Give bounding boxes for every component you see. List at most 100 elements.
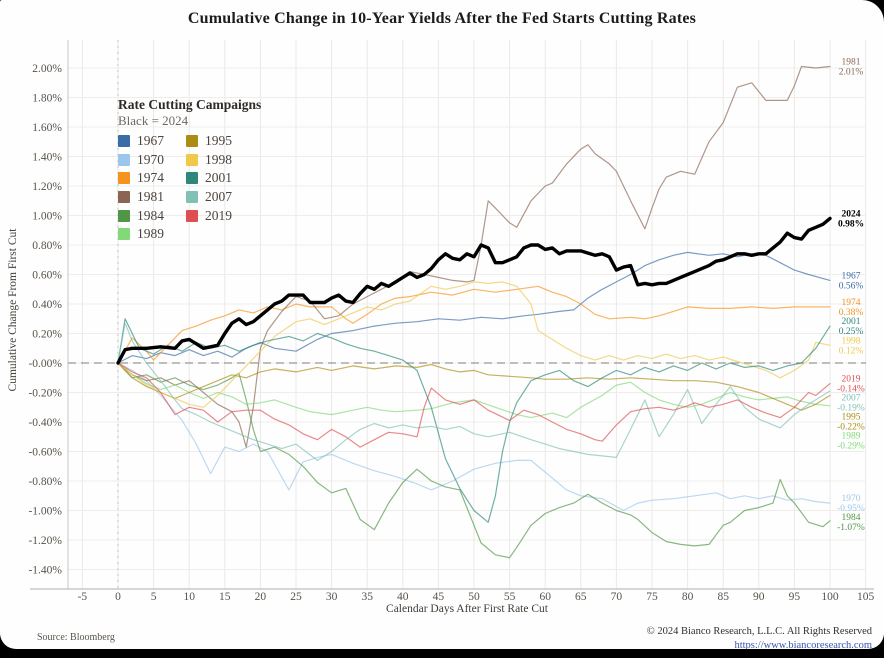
- y-axis-title: Cumulative Change From First Cut: [7, 228, 19, 392]
- x-tick-label: 5: [151, 591, 157, 603]
- series-line-2007: [117, 322, 831, 461]
- x-tick-label: 10: [183, 591, 195, 603]
- legend-label: 1974: [137, 170, 164, 186]
- chart-title: Cumulative Change in 10-Year Yields Afte…: [187, 10, 697, 27]
- legend-label: 1989: [137, 226, 164, 242]
- legend-subtitle: Black = 2024: [118, 113, 189, 128]
- y-tick-label: -0.80%: [28, 476, 62, 488]
- end-label-1989: 1989 -0.29%: [837, 432, 865, 452]
- end-label-2019: 2019 -0.14%: [837, 375, 865, 395]
- x-tick-label: -5: [78, 591, 88, 603]
- legend-swatch: [118, 191, 130, 204]
- x-tick-label: 25: [290, 591, 302, 603]
- y-tick-label: 1.00%: [32, 211, 62, 223]
- x-tick-label: 70: [611, 591, 623, 603]
- legend-label: 2001: [205, 170, 232, 186]
- legend-swatch: [186, 209, 198, 222]
- y-tick-label: -0.40%: [28, 417, 62, 429]
- x-tick-label: 90: [753, 591, 765, 603]
- y-tick-label: -0.00%: [28, 358, 62, 370]
- series-line-1970: [117, 362, 831, 512]
- legend-column-1: 1967 1970 1974 1981 1984 1989: [118, 132, 164, 244]
- x-tick-label: 50: [468, 591, 480, 603]
- series-line-2019: [117, 362, 831, 448]
- legend-swatch: [118, 153, 130, 166]
- legend-title: Rate Cutting Campaigns: [118, 97, 262, 112]
- source-note: Source: Bloomberg: [37, 632, 115, 643]
- end-label-1995: 1995 -0.22%: [837, 413, 865, 433]
- chart-canvas: -1.40% -1.20% -1.00% -0.80% -0.60% -0.40% -0.2…: [28, 40, 875, 603]
- x-tick-label: 85: [717, 591, 729, 603]
- legend-item-1974: 1974: [118, 169, 164, 188]
- x-tick-label: 40: [397, 591, 409, 603]
- x-tick-label: 95: [789, 591, 801, 603]
- legend-label: 1984: [137, 207, 164, 223]
- legend-item-2001: 2001: [186, 169, 232, 188]
- series-line-2024: [116, 216, 832, 365]
- x-tick-label: 100: [821, 591, 839, 603]
- x-tick-label: 30: [326, 591, 338, 603]
- x-tick-label: 15: [219, 591, 231, 603]
- y-tick-label: -0.60%: [28, 447, 62, 459]
- legend-item-1989: 1989: [118, 225, 164, 244]
- end-label-2024: 2024 0.98%: [838, 209, 864, 229]
- legend-item-2019: 2019: [186, 206, 232, 225]
- x-tick-label: 105: [857, 591, 875, 603]
- legend-item-1981: 1981: [118, 188, 164, 207]
- legend-item-1995: 1995: [186, 132, 232, 151]
- y-tick-label: 1.80%: [32, 93, 62, 105]
- legend-swatch: [186, 191, 198, 204]
- end-label-1981: 1981 2.01%: [839, 58, 864, 78]
- legend-label: 1995: [205, 133, 232, 149]
- series-line-1995: [117, 362, 831, 411]
- y-tick-label: -1.40%: [28, 565, 62, 577]
- legend-item-1984: 1984: [118, 206, 164, 225]
- y-tick-label: 0.20%: [32, 329, 62, 341]
- y-tick-label: -0.20%: [28, 388, 62, 400]
- series-line-1967: [117, 251, 831, 364]
- legend-swatch: [186, 153, 198, 166]
- end-label-1984: 1984 -1.07%: [837, 513, 865, 533]
- end-label-1970: 1970 -0.95%: [837, 494, 865, 514]
- y-tick-label: 1.40%: [32, 152, 62, 164]
- x-tick-label: 20: [255, 591, 267, 603]
- y-tick-label: 0.80%: [32, 240, 62, 252]
- series-line-1998: [117, 281, 831, 408]
- legend-label: 2019: [205, 207, 232, 223]
- end-label-1998: 1998 0.12%: [839, 336, 864, 356]
- x-tick-label: 75: [646, 591, 658, 603]
- legend-label: 2007: [205, 189, 232, 205]
- x-tick-label: 80: [682, 591, 694, 603]
- legend-label: 1998: [205, 151, 232, 167]
- x-tick-label: 35: [361, 591, 373, 603]
- legend-item-2007: 2007: [186, 188, 232, 207]
- legend-swatch: [118, 209, 130, 222]
- legend-label: 1970: [137, 151, 164, 167]
- y-tick-label: 2.00%: [32, 63, 62, 75]
- copyright-text: © 2024 Bianco Research, L.L.C. All Right…: [646, 626, 872, 637]
- legend-column-2: 1995 1998 2001 2007 2019: [186, 132, 232, 244]
- legend-swatch: [118, 172, 130, 185]
- x-tick-label: 45: [433, 591, 445, 603]
- x-tick-label: 65: [575, 591, 587, 603]
- legend: Rate Cutting Campaigns Black = 2024 1967…: [118, 97, 261, 244]
- series-line-1981: [117, 65, 831, 448]
- end-label-1974: 1974 0.38%: [839, 298, 864, 318]
- y-tick-label: 0.60%: [32, 270, 62, 282]
- y-tick-label: -1.20%: [28, 535, 62, 547]
- legend-item-1967: 1967: [118, 132, 164, 151]
- legend-swatch: [186, 135, 198, 148]
- legend-label: 1967: [137, 133, 164, 149]
- y-tick-label: -1.00%: [28, 506, 62, 518]
- series-line-1974: [117, 285, 831, 364]
- legend-swatch: [118, 228, 130, 241]
- x-tick-label: 60: [539, 591, 551, 603]
- x-tick-label: 55: [504, 591, 516, 603]
- series-line-2001: [117, 318, 831, 523]
- end-label-2001: 2001 0.25%: [839, 317, 864, 337]
- research-url-link[interactable]: https://www.biancoresearch.com: [734, 639, 872, 650]
- series-line-1984: [117, 362, 831, 559]
- legend-swatch: [186, 172, 198, 185]
- y-tick-label: 1.20%: [32, 181, 62, 193]
